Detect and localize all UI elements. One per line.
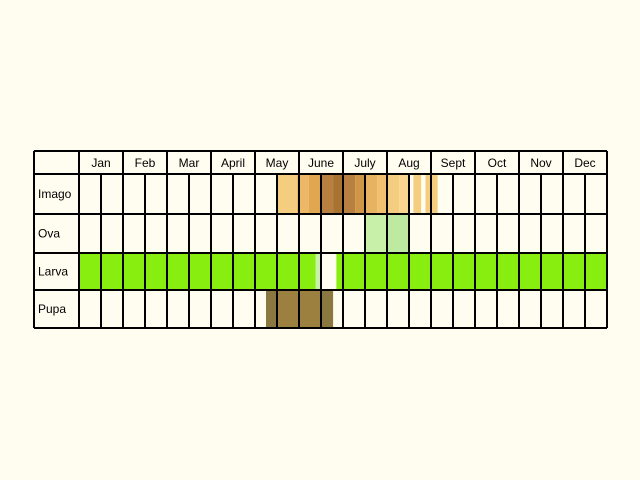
ova-band xyxy=(387,214,409,253)
row-label-pupa: Pupa xyxy=(38,302,66,316)
imago-band xyxy=(355,174,365,214)
month-header-mar: Mar xyxy=(179,156,200,170)
month-header-may: May xyxy=(266,156,289,170)
imago-band xyxy=(399,174,409,214)
imago-band xyxy=(343,174,356,214)
larva-band xyxy=(79,253,316,290)
imago-band xyxy=(365,174,378,214)
month-header-oct: Oct xyxy=(488,156,507,170)
larva-band xyxy=(336,253,607,290)
month-header-sept: Sept xyxy=(441,156,466,170)
imago-band xyxy=(333,174,343,214)
imago-band xyxy=(387,174,400,214)
month-header-july: July xyxy=(354,156,375,170)
month-header-aug: Aug xyxy=(398,156,419,170)
pupa-band xyxy=(266,290,277,328)
month-header-feb: Feb xyxy=(135,156,156,170)
imago-band xyxy=(377,174,387,214)
labels-layer: Jan Feb Mar April May June July Aug Sept Oct Nov De… xyxy=(38,156,596,316)
month-header-jan: Jan xyxy=(91,156,110,170)
month-header-june: June xyxy=(308,156,334,170)
imago-band xyxy=(413,174,422,214)
imago-band xyxy=(308,174,321,214)
imago-band xyxy=(321,174,334,214)
row-label-imago: Imago xyxy=(38,187,72,201)
grid-layer xyxy=(33,150,608,329)
month-header-nov: Nov xyxy=(530,156,551,170)
larva-band xyxy=(315,253,321,290)
row-label-larva: Larva xyxy=(38,265,68,279)
bands-layer xyxy=(79,174,607,328)
imago-band xyxy=(277,174,297,214)
ova-band xyxy=(365,214,387,253)
month-header-dec: Dec xyxy=(574,156,595,170)
row-label-ova: Ova xyxy=(38,227,60,241)
pupa-band xyxy=(321,290,334,328)
month-header-april: April xyxy=(221,156,245,170)
